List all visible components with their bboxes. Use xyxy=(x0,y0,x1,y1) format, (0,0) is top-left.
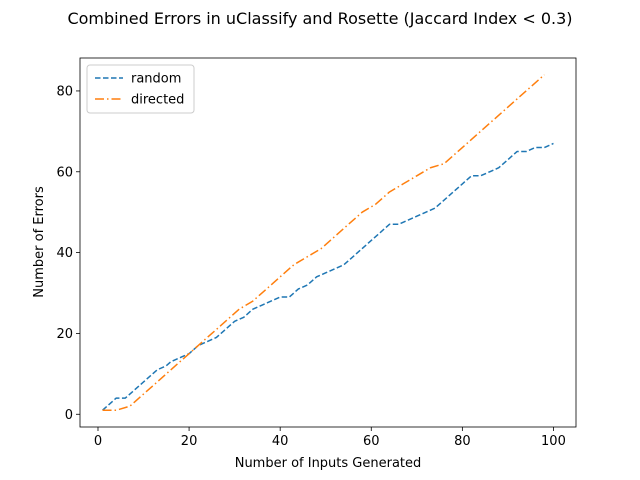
x-tick-label: 0 xyxy=(94,434,102,449)
x-tick-label: 60 xyxy=(363,434,380,449)
x-tick-label: 20 xyxy=(181,434,198,449)
plot-area: 0 20 40 60 80 100 0 20 40 60 80 random directed xyxy=(56,57,577,449)
series-line-random xyxy=(102,142,554,411)
chart-title: Combined Errors in uClassify and Rosette… xyxy=(67,9,572,28)
legend-box xyxy=(86,64,195,114)
y-tick-label: 80 xyxy=(56,84,73,99)
y-axis-label: Number of Errors xyxy=(32,186,47,298)
legend-label-directed: directed xyxy=(131,93,184,108)
y-tick-label: 60 xyxy=(56,165,73,180)
legend-label-random: random xyxy=(131,72,181,87)
y-tick-label: 0 xyxy=(65,408,73,423)
series-line-directed xyxy=(102,74,545,411)
x-axis-label: Number of Inputs Generated xyxy=(235,456,422,471)
y-tick-label: 40 xyxy=(56,246,73,261)
x-tick-label: 40 xyxy=(272,434,289,449)
x-tick-label: 100 xyxy=(541,434,566,449)
x-tick-label: 80 xyxy=(454,434,471,449)
y-tick-label: 20 xyxy=(56,327,73,342)
axes-frame xyxy=(79,57,577,428)
